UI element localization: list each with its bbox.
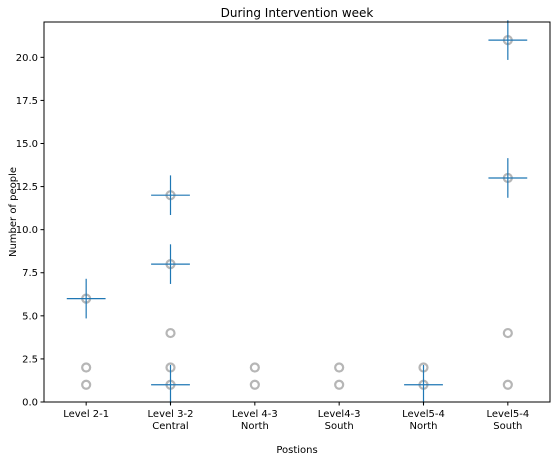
y-tick-label: 7.5 xyxy=(22,268,38,279)
y-tick-label: 10.0 xyxy=(16,225,38,236)
plot-frame xyxy=(43,21,551,403)
error-bar xyxy=(488,20,528,60)
error-bar xyxy=(488,158,528,198)
x-tick-label: Level4-3 xyxy=(318,409,361,420)
y-axis-label: Number of people xyxy=(8,167,19,257)
y-tick-label: 0.0 xyxy=(22,398,38,409)
data-point xyxy=(81,362,92,373)
chart-title: During Intervention week xyxy=(221,6,374,20)
y-tick-label: 15.0 xyxy=(16,139,38,150)
error-bar xyxy=(66,278,106,319)
y-tick-label: 2.5 xyxy=(22,354,38,365)
y-tick-label: 5.0 xyxy=(22,311,38,322)
x-tick-label: North xyxy=(410,421,438,432)
x-tick-label: Level 4-3 xyxy=(232,409,278,420)
data-point xyxy=(334,362,345,373)
data-point xyxy=(165,327,176,339)
data-point xyxy=(249,379,260,390)
error-bar xyxy=(151,364,190,405)
plot-marks xyxy=(66,20,528,405)
data-point xyxy=(81,379,92,390)
x-tick-label: South xyxy=(325,421,354,432)
y-tick-label: 12.5 xyxy=(16,182,38,193)
x-tick-label: Level5-4 xyxy=(486,409,529,420)
error-bar xyxy=(151,175,190,216)
x-tick-label: Level 2-1 xyxy=(63,409,109,420)
data-point xyxy=(502,379,513,390)
x-tick-label: Level5-4 xyxy=(402,409,445,420)
data-point xyxy=(334,379,345,390)
x-tick-label: Central xyxy=(152,421,188,432)
data-point xyxy=(502,327,513,339)
error-bar xyxy=(404,364,443,405)
x-tick-label: North xyxy=(241,421,269,432)
error-bar xyxy=(151,244,190,284)
y-tick-label: 20.0 xyxy=(16,53,38,64)
data-point xyxy=(249,362,260,373)
x-tick-label: Level 3-2 xyxy=(148,409,194,420)
x-axis-label: Postions xyxy=(276,445,317,456)
y-tick-label: 17.5 xyxy=(16,96,38,107)
y-axis: 0.0 2.5 5.0 7.5 10.0 12.5 15.0 17.5 20.0 xyxy=(16,53,44,409)
x-tick-label: South xyxy=(493,421,522,432)
